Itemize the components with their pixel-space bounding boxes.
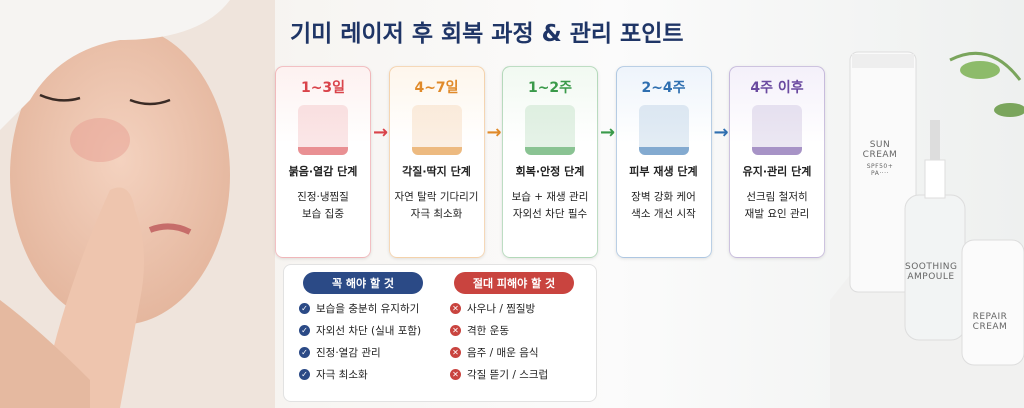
tip-icon: ✓ bbox=[299, 325, 310, 336]
product-label: REPAIR CREAM bbox=[962, 312, 1018, 332]
stage-period: 2~4주 bbox=[641, 80, 686, 96]
product-name: SUN CREAM bbox=[862, 140, 898, 160]
tips-title: 꼭 해야 할 것 bbox=[303, 272, 423, 294]
arrow: → bbox=[373, 122, 389, 143]
product-label: SUN CREAM SPF50+ PA···· bbox=[862, 140, 898, 177]
stage-desc-line: 진정·냉찜질 bbox=[297, 191, 349, 203]
tips-title: 절대 피해야 할 것 bbox=[454, 272, 574, 294]
stage-icon bbox=[752, 105, 802, 155]
arrow: → bbox=[486, 122, 502, 143]
stage-desc-line: 색소 개선 시작 bbox=[631, 208, 696, 220]
tip-item: ✓ 자극 최소화 bbox=[299, 367, 439, 382]
tip-icon: ✓ bbox=[299, 303, 310, 314]
tip-text: 격한 운동 bbox=[467, 325, 509, 337]
tip-icon: ✕ bbox=[450, 325, 461, 336]
tips-list: ✓ 보습을 충분히 유지하기 ✓ 자외선 차단 (실내 포함) ✓ 진정·열감 관리 ✓ 자극… bbox=[299, 301, 439, 382]
product-name: SOOTHING AMPOULE bbox=[905, 262, 958, 282]
tip-icon: ✓ bbox=[299, 347, 310, 358]
stage-desc-line: 보습 + 재생 관리 bbox=[511, 191, 589, 203]
tip-icon: ✕ bbox=[450, 347, 461, 358]
tip-item: ✕ 각질 뜯기 / 스크럽 bbox=[450, 367, 590, 382]
tip-item: ✓ 자외선 차단 (실내 포함) bbox=[299, 323, 439, 338]
tip-item: ✕ 사우나 / 찜질방 bbox=[450, 301, 590, 316]
stage-name: 유지·관리 단계 bbox=[742, 165, 812, 178]
product-label: SOOTHING AMPOULE bbox=[905, 262, 957, 282]
stage-icon bbox=[411, 105, 462, 155]
arrow: → bbox=[713, 122, 729, 143]
stage-desc-line: 자연 탈락 기다리기 bbox=[394, 191, 479, 203]
stage-name: 붉음·열감 단계 bbox=[288, 165, 358, 178]
tip-item: ✓ 보습을 충분히 유지하기 bbox=[299, 301, 439, 316]
tip-text: 각질 뜯기 / 스크럽 bbox=[467, 369, 549, 381]
stage-icon bbox=[525, 105, 575, 155]
tips-column: 꼭 해야 할 것 ✓ 보습을 충분히 유지하기 ✓ 자외선 차단 (실내 포함) ✓ 진정·… bbox=[289, 272, 439, 382]
stage-period: 4주 이후 bbox=[750, 80, 804, 96]
tip-text: 진정·열감 관리 bbox=[316, 347, 381, 359]
tips-column: 절대 피해야 할 것 ✕ 사우나 / 찜질방 ✕ 격한 운동 ✕ 음주 / 매운 음식 ✕ 각질… bbox=[440, 272, 590, 382]
arrow: → bbox=[600, 122, 616, 143]
product-name: REPAIR CREAM bbox=[972, 312, 1008, 332]
tip-text: 보습을 충분히 유지하기 bbox=[316, 303, 420, 315]
stage-period: 1~3일 bbox=[300, 80, 346, 96]
tip-icon: ✕ bbox=[450, 369, 461, 380]
tip-icon: ✕ bbox=[450, 303, 461, 314]
title: 기미 레이저 후 회복 과정 & 관리 포인트 bbox=[290, 21, 684, 47]
stage-icon bbox=[638, 105, 689, 155]
stage-icon bbox=[298, 105, 348, 155]
stage-period: 1~2주 bbox=[527, 80, 573, 96]
stage-desc-line: 장벽 강화 케어 bbox=[631, 191, 696, 203]
stage-name: 회복·안정 단계 bbox=[515, 165, 585, 178]
tip-text: 자극 최소화 bbox=[316, 369, 368, 381]
products-photo bbox=[830, 51, 1024, 408]
tip-text: 음주 / 매운 음식 bbox=[467, 347, 539, 359]
tip-icon: ✓ bbox=[299, 369, 310, 380]
stage-desc-line: 선크림 철저히 bbox=[746, 191, 808, 203]
stage-desc-line: 재발 요인 관리 bbox=[744, 208, 810, 220]
tip-text: 자외선 차단 (실내 포함) bbox=[316, 325, 422, 337]
stage-desc-line: 자극 최소화 bbox=[410, 208, 463, 220]
stage-period: 4~7일 bbox=[414, 80, 459, 96]
tip-item: ✕ 격한 운동 bbox=[450, 323, 590, 338]
stage-name: 피부 재생 단계 bbox=[629, 165, 698, 178]
tips-list: ✕ 사우나 / 찜질방 ✕ 격한 운동 ✕ 음주 / 매운 음식 ✕ 각질 뜯기 / 스크럽 bbox=[450, 301, 590, 382]
stage-name: 각질·딱지 단계 bbox=[402, 165, 471, 178]
tip-item: ✓ 진정·열감 관리 bbox=[299, 345, 439, 360]
face-photo bbox=[0, 0, 275, 408]
tip-item: ✕ 음주 / 매운 음식 bbox=[450, 345, 590, 360]
tip-text: 사우나 / 찜질방 bbox=[467, 303, 536, 315]
stage-desc-line: 자외선 차단 필수 bbox=[512, 208, 588, 220]
product-sub: SPF50+ PA···· bbox=[866, 163, 894, 177]
stage-desc-line: 보습 집중 bbox=[302, 208, 344, 220]
